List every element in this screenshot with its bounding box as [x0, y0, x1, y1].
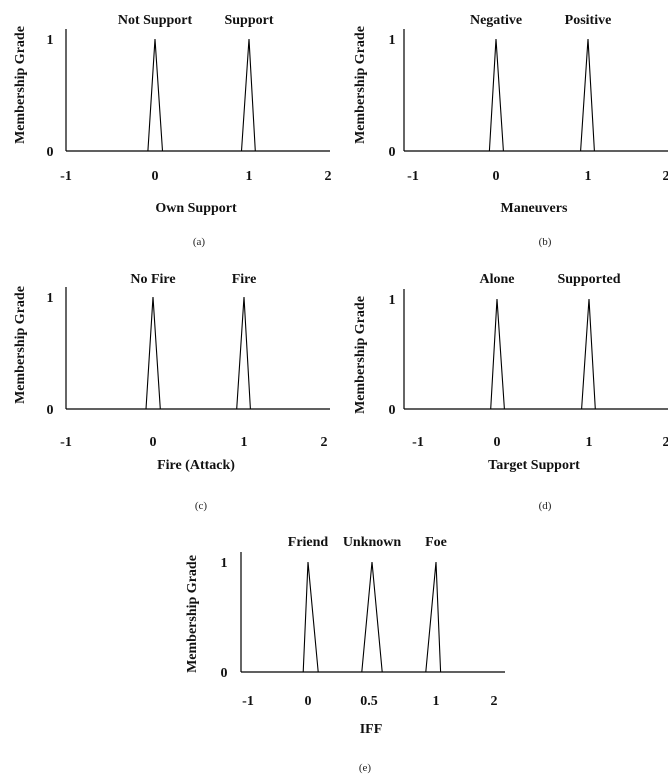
y-axis-title: Membership Grade: [13, 26, 28, 144]
y-tick-label: 0: [389, 145, 396, 160]
subfigure-caption: (d): [539, 500, 552, 512]
membership-triangle-negative: [488, 38, 504, 152]
series-label: Supported: [557, 272, 620, 287]
x-tick-label: 0: [152, 169, 159, 184]
membership-triangle-positive: [580, 38, 595, 152]
x-tick-label: 2: [663, 169, 668, 184]
membership-chart-b: 0 1 -1 0 1 2 Negative Positive Maneuvers Membersh…: [353, 13, 668, 248]
x-tick-label: 0: [305, 694, 312, 709]
x-tick-label: -1: [60, 169, 72, 184]
x-tick-label: 2: [325, 169, 332, 184]
x-tick-label: 1: [585, 169, 592, 184]
x-tick-label: 1: [586, 435, 593, 450]
y-tick-label: 1: [221, 556, 228, 571]
subfigure-caption: (c): [195, 500, 208, 512]
series-label: Friend: [288, 535, 329, 550]
x-tick-label: -1: [242, 694, 254, 709]
membership-triangle-friend: [302, 561, 319, 673]
series-label: No Fire: [130, 272, 175, 287]
x-tick-label: -1: [412, 435, 424, 450]
membership-triangle-foe: [425, 561, 442, 673]
series-label: Foe: [425, 535, 447, 550]
series-label: Fire: [232, 272, 257, 287]
x-axis-title: IFF: [360, 722, 383, 737]
series-label: Alone: [480, 272, 515, 287]
y-axis-title: Membership Grade: [353, 26, 368, 144]
y-tick-label: 0: [221, 666, 228, 681]
x-axis-title: Maneuvers: [501, 201, 568, 216]
y-tick-label: 0: [389, 403, 396, 418]
subfigure-caption: (e): [359, 762, 372, 774]
y-axis-title: Membership Grade: [185, 555, 200, 673]
x-tick-label: 1: [241, 435, 248, 450]
x-axis-title: Target Support: [488, 458, 580, 473]
membership-chart-a: 0 1 -1 0 1 2 Not Support Support Own Support Memb…: [13, 13, 332, 248]
x-tick-label: -1: [60, 435, 72, 450]
y-tick-label: 1: [47, 33, 54, 48]
x-axis-title: Fire (Attack): [157, 458, 235, 473]
membership-triangle-not-support: [147, 38, 164, 152]
y-tick-label: 1: [47, 291, 54, 306]
x-tick-label: 0: [150, 435, 157, 450]
series-label: Unknown: [343, 535, 402, 550]
x-tick-label: 1: [246, 169, 253, 184]
subfigure-caption: (b): [539, 236, 552, 248]
y-tick-label: 1: [389, 33, 396, 48]
membership-triangle-no-fire: [145, 296, 161, 410]
series-label: Not Support: [118, 13, 193, 28]
x-tick-label: 0.5: [360, 694, 378, 709]
series-label: Support: [224, 13, 273, 28]
y-axis-title: Membership Grade: [13, 286, 28, 404]
x-tick-label: 1: [433, 694, 440, 709]
membership-triangle-alone: [490, 298, 505, 410]
x-tick-label: 2: [321, 435, 328, 450]
y-tick-label: 0: [47, 403, 54, 418]
membership-chart-e: 0 1 -1 0 0.5 1 2 Friend Unknown Foe IFF Membership …: [185, 535, 505, 774]
series-label: Positive: [565, 13, 612, 28]
y-tick-label: 1: [389, 293, 396, 308]
membership-triangle-support: [240, 38, 256, 152]
y-axis-title: Membership Grade: [353, 296, 368, 414]
membership-triangle-supported: [581, 298, 596, 410]
membership-triangle-unknown: [361, 561, 383, 673]
membership-triangle-fire: [236, 296, 251, 410]
subfigure-caption: (a): [193, 236, 206, 248]
x-tick-label: -1: [407, 169, 419, 184]
x-tick-label: 0: [493, 169, 500, 184]
x-tick-label: 0: [494, 435, 501, 450]
y-tick-label: 0: [47, 145, 54, 160]
series-label: Negative: [470, 13, 522, 28]
x-tick-label: 2: [491, 694, 498, 709]
membership-chart-d: 0 1 -1 0 1 2 Alone Supported Target Support Membe…: [353, 272, 668, 512]
x-axis-title: Own Support: [155, 201, 237, 216]
x-tick-label: 2: [663, 435, 668, 450]
membership-chart-c: 0 1 -1 0 1 2 No Fire Fire Fire (Attack) Membershi…: [13, 272, 330, 512]
